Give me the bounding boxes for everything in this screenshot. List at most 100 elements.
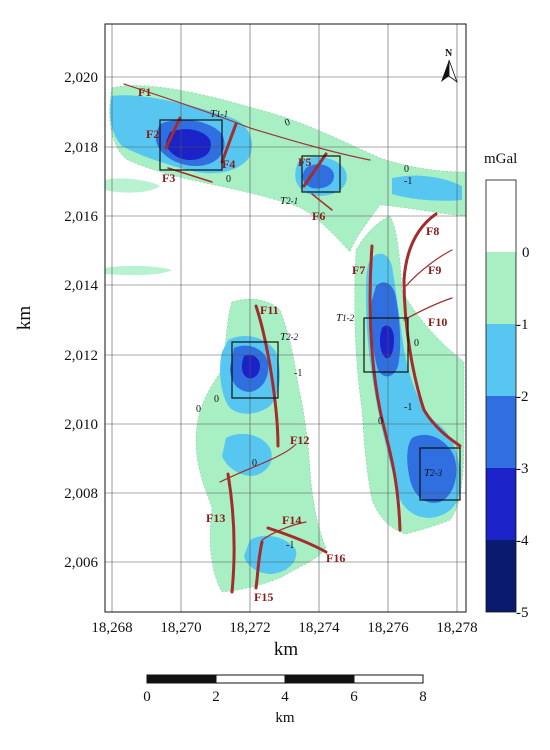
contour-label-1: 0 <box>283 117 291 129</box>
anomaly-t12-level4 <box>379 325 394 359</box>
box-t23 <box>419 447 461 501</box>
legend-label-2: -2 <box>516 389 529 405</box>
contour-label-3: 0 <box>404 164 409 175</box>
x-tick-5: 18,276 <box>367 620 409 636</box>
box-label-t23: T2-3 <box>424 467 443 479</box>
fault-label-f12: F12 <box>290 433 309 447</box>
fault-label-f14: F14 <box>282 513 301 527</box>
box-label-t21: T2-1 <box>280 195 298 207</box>
anomaly-t22-level4 <box>241 354 260 379</box>
north-arrow-icon: N <box>441 48 458 84</box>
fault-label-f16: F16 <box>326 551 345 565</box>
map-frame-border <box>104 23 467 613</box>
scale-label-2: 2 <box>212 689 220 705</box>
fault-label-f15: F15 <box>254 590 273 604</box>
fault-f8 <box>402 212 462 448</box>
anomaly-central-south-level2 <box>222 433 272 476</box>
box-label-t22: T2-2 <box>280 331 299 343</box>
fault-f1 <box>123 83 371 161</box>
fault-f16 <box>266 526 328 554</box>
fault-labels: F1 F2 F3 F4 F5 F6 F7 F8 F9 F10 F11 F12 F… <box>138 85 447 604</box>
contour-label-9: 0 <box>378 416 383 427</box>
fault-label-f5: F5 <box>298 155 311 169</box>
fault-f2 <box>164 116 182 150</box>
contour-label-11: -1 <box>286 540 294 551</box>
anomaly-west-patch <box>105 178 160 193</box>
fault-label-f2: F2 <box>146 127 159 141</box>
fault-label-f6: F6 <box>312 209 325 223</box>
scale-label-4: 4 <box>281 689 289 705</box>
legend-swatch-5 <box>486 540 516 612</box>
contour-label-4: -1 <box>404 176 412 187</box>
scale-label-0: 0 <box>143 689 151 705</box>
fault-label-f7: F7 <box>352 263 365 277</box>
fault-f6 <box>311 193 333 211</box>
y-axis-title: km <box>14 306 35 331</box>
contour-label-6: 0 <box>214 394 219 405</box>
fault-label-f1: F1 <box>138 85 151 99</box>
anomaly-east-level2 <box>392 175 462 201</box>
fault-label-f4: F4 <box>222 157 235 171</box>
north-label: N <box>445 48 453 59</box>
y-tick-1: 2,020 <box>64 70 98 86</box>
legend-swatch-0 <box>486 180 516 252</box>
x-tick-labels: 18,268 18,270 18,272 18,274 18,276 18,27… <box>91 620 477 636</box>
fault-lines <box>123 83 462 594</box>
study-boxes <box>159 119 461 501</box>
fault-f13 <box>226 472 236 594</box>
box-t21 <box>301 155 341 193</box>
legend-label-3: -3 <box>516 461 529 477</box>
x-axis-title: km <box>274 639 299 660</box>
legend-swatch-3 <box>486 396 516 468</box>
legend-border <box>485 179 517 613</box>
legend-label-4: -4 <box>516 533 529 549</box>
x-tick-4: 18,274 <box>298 620 340 636</box>
fault-f15 <box>254 540 264 590</box>
scale-label-8: 8 <box>419 689 427 705</box>
legend-swatch-1 <box>486 252 516 324</box>
fault-label-f8: F8 <box>426 224 439 238</box>
y-tick-7: 2,008 <box>64 486 98 502</box>
contour-label-7: -1 <box>294 368 302 379</box>
scale-bar: 0 2 4 6 8 km <box>143 674 427 726</box>
fault-f5 <box>302 152 328 188</box>
legend-label-5: -5 <box>516 605 529 621</box>
legend-label-0: 0 <box>522 245 530 261</box>
y-tick-labels: 2,020 2,018 2,016 2,014 2,012 2,010 2,00… <box>64 70 98 571</box>
box-t12 <box>363 317 409 373</box>
contour-label-10: -1 <box>404 402 412 413</box>
anomaly-t21-level3 <box>302 164 334 189</box>
legend-label-1: -1 <box>516 317 529 333</box>
fault-f4 <box>220 122 238 164</box>
x-tick-6: 18,278 <box>436 620 477 636</box>
y-tick-4: 2,014 <box>64 278 98 294</box>
box-t22 <box>231 341 279 399</box>
anomaly-t11-level4 <box>166 129 211 160</box>
x-tick-3: 18,272 <box>229 620 270 636</box>
y-tick-2: 2,018 <box>64 140 98 156</box>
fault-f11 <box>254 304 280 448</box>
scale-label-6: 6 <box>350 689 358 705</box>
y-tick-3: 2,016 <box>64 209 98 225</box>
fault-label-f3: F3 <box>162 171 175 185</box>
x-tick-2: 18,270 <box>160 620 201 636</box>
fault-f9 <box>405 249 453 287</box>
contour-label-8: 0 <box>414 338 419 349</box>
y-tick-5: 2,012 <box>64 348 98 364</box>
box-label-t12: T1-2 <box>336 312 355 324</box>
y-tick-8: 2,006 <box>64 555 98 571</box>
color-legend: mGal 0 -1 -2 -3 -4 -5 <box>484 151 530 621</box>
contour-label-2: 0 <box>226 174 231 185</box>
contour-label-12: 0 <box>252 458 257 469</box>
scale-unit: km <box>275 710 295 726</box>
box-t11 <box>159 119 223 171</box>
fault-f14 <box>261 521 307 541</box>
y-tick-6: 2,010 <box>64 417 98 433</box>
legend-unit: mGal <box>484 151 517 167</box>
fault-label-f13: F13 <box>206 511 225 525</box>
fault-f7 <box>368 244 402 532</box>
legend-swatch-4 <box>486 468 516 540</box>
fault-label-f9: F9 <box>428 263 441 277</box>
